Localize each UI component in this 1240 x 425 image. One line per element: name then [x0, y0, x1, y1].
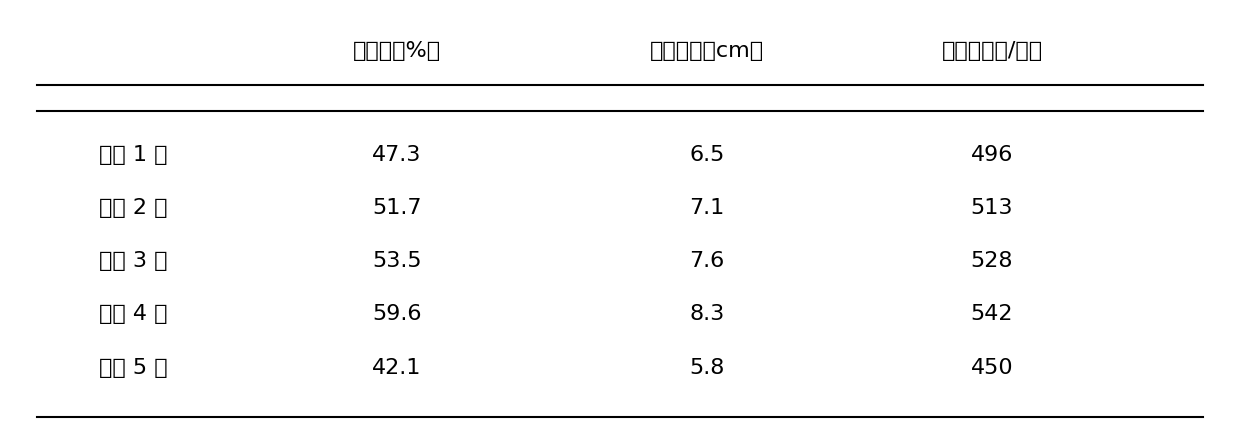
- Text: 7.1: 7.1: [689, 198, 724, 218]
- Text: 6.5: 6.5: [689, 145, 724, 165]
- Text: 平均浗长（cm）: 平均浗长（cm）: [650, 41, 764, 61]
- Text: 成潗率（%）: 成潗率（%）: [352, 41, 441, 61]
- Text: 513: 513: [971, 198, 1013, 218]
- Text: 528: 528: [971, 251, 1013, 272]
- Text: 试验 2 组: 试验 2 组: [99, 198, 167, 218]
- Text: 53.5: 53.5: [372, 251, 422, 272]
- Text: 59.6: 59.6: [372, 304, 422, 325]
- Text: 542: 542: [971, 304, 1013, 325]
- Text: 试验 5 组: 试验 5 组: [99, 357, 167, 378]
- Text: 试验 3 组: 试验 3 组: [99, 251, 167, 272]
- Text: 496: 496: [971, 145, 1013, 165]
- Text: 450: 450: [971, 357, 1013, 378]
- Text: 8.3: 8.3: [689, 304, 724, 325]
- Text: 产量（公斤/亩）: 产量（公斤/亩）: [941, 41, 1043, 61]
- Text: 7.6: 7.6: [689, 251, 724, 272]
- Text: 5.8: 5.8: [689, 357, 724, 378]
- Text: 47.3: 47.3: [372, 145, 422, 165]
- Text: 42.1: 42.1: [372, 357, 422, 378]
- Text: 51.7: 51.7: [372, 198, 422, 218]
- Text: 试验 4 组: 试验 4 组: [99, 304, 167, 325]
- Text: 试验 1 组: 试验 1 组: [99, 145, 167, 165]
